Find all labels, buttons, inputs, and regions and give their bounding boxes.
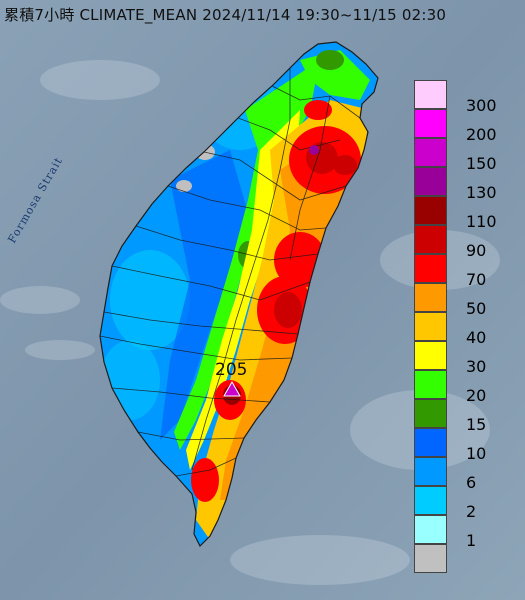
legend-label: 10 bbox=[466, 444, 487, 463]
cloud-texture bbox=[0, 60, 500, 585]
legend-label: 15 bbox=[466, 415, 487, 434]
legend-swatch bbox=[414, 138, 447, 167]
legend-label: 50 bbox=[466, 299, 487, 318]
legend-swatch bbox=[414, 312, 447, 341]
legend-label: 1 bbox=[466, 531, 477, 550]
legend-swatch bbox=[414, 341, 447, 370]
legend-swatch bbox=[414, 80, 447, 109]
legend-swatch bbox=[414, 457, 447, 486]
map-title: 累積7小時 CLIMATE_MEAN 2024/11/14 19:30~11/1… bbox=[4, 6, 447, 24]
legend-swatch bbox=[414, 225, 447, 254]
taiwan-outline bbox=[99, 41, 379, 548]
legend-swatch bbox=[414, 544, 447, 573]
legend-swatch bbox=[414, 196, 447, 225]
station-dot bbox=[309, 145, 319, 155]
legend-label: 6 bbox=[466, 473, 477, 492]
legend-label: 110 bbox=[466, 212, 497, 231]
legend-swatch bbox=[414, 399, 447, 428]
county-boundaries bbox=[99, 68, 361, 477]
max-station-label: 205 bbox=[215, 360, 248, 380]
legend-swatch bbox=[414, 167, 447, 196]
legend-swatch bbox=[414, 428, 447, 457]
legend-label: 40 bbox=[466, 328, 487, 347]
legend-label: 150 bbox=[466, 154, 497, 173]
legend-label: 130 bbox=[466, 183, 497, 202]
legend-label: 200 bbox=[466, 125, 497, 144]
max-station-triangle-icon bbox=[223, 380, 241, 397]
legend-label: 2 bbox=[466, 502, 477, 521]
legend-label: 90 bbox=[466, 241, 487, 260]
legend: 300 200 150 130 110 90 70 50 40 30 20 15 10 6 2 1 bbox=[414, 80, 506, 573]
legend-label: 20 bbox=[466, 386, 487, 405]
legend-swatch bbox=[414, 109, 447, 138]
legend-swatch bbox=[414, 254, 447, 283]
legend-label: 300 bbox=[466, 96, 497, 115]
legend-swatch bbox=[414, 370, 447, 399]
legend-label: 30 bbox=[466, 357, 487, 376]
legend-swatch bbox=[414, 486, 447, 515]
legend-swatch bbox=[414, 515, 447, 544]
legend-swatch bbox=[414, 283, 447, 312]
legend-label: 70 bbox=[466, 270, 487, 289]
